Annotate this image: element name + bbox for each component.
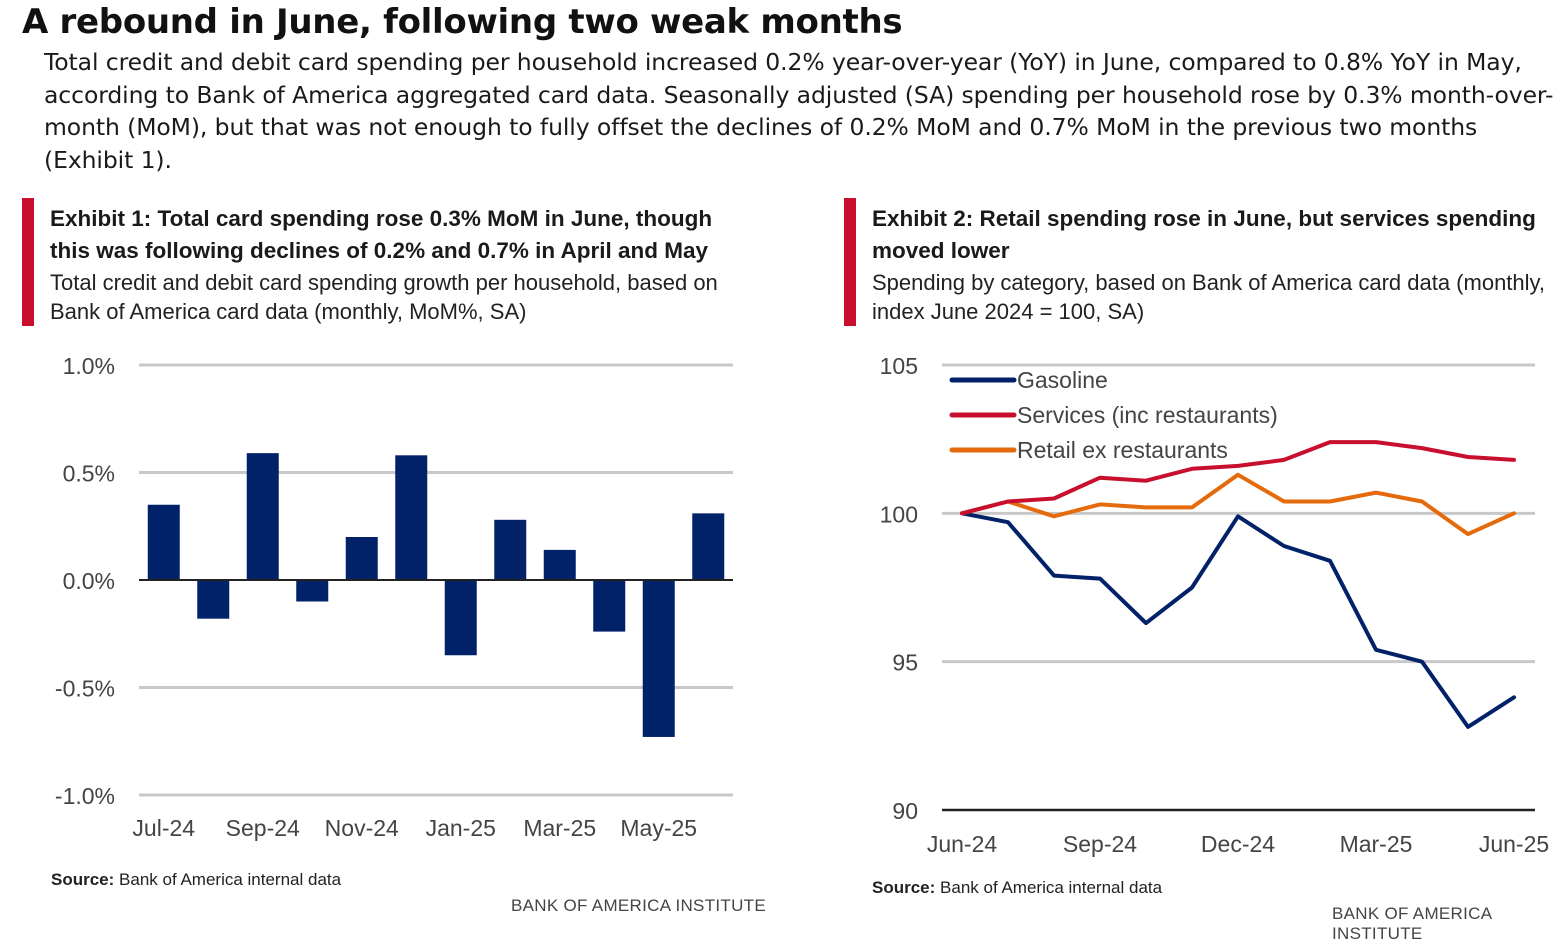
bar <box>444 580 477 656</box>
bar <box>692 513 725 580</box>
x-tick-label: Mar-25 <box>1340 831 1413 857</box>
y-tick-label: 90 <box>892 798 918 824</box>
x-tick-label: Jan-25 <box>426 815 496 841</box>
legend-label: Services (inc restaurants) <box>1017 402 1278 428</box>
exhibit-2-brand: BANK OF AMERICA INSTITUTE <box>1332 904 1492 943</box>
series-line-services-inc-restaurants <box>960 440 1516 516</box>
source-text: Bank of America internal data <box>935 878 1163 897</box>
y-tick-label: 95 <box>892 650 918 676</box>
bar <box>345 537 378 580</box>
bar <box>593 580 626 632</box>
exhibit-1-bar-chart: 1.0% 0.5% 0.0% -0.5% -1.0% Jul-24 Sep-24 Nov-24… <box>55 353 733 841</box>
bar <box>197 580 230 619</box>
y-tick-label: 100 <box>880 501 918 527</box>
bar <box>246 453 279 580</box>
series-line-gasoline <box>960 511 1516 729</box>
x-tick-label: Nov-24 <box>325 815 399 841</box>
x-tick-label: Jun-24 <box>927 831 998 857</box>
y-tick-label: 0.5% <box>63 461 115 487</box>
bar <box>642 580 675 737</box>
exhibit-2-title: Exhibit 2: Retail spending rose in June,… <box>872 206 1536 263</box>
x-tick-label: May-25 <box>620 815 697 841</box>
bar <box>147 504 180 580</box>
source-label: Source: <box>872 878 936 897</box>
source-label: Source: <box>51 870 115 889</box>
exhibit-1-subtitle: Total credit and debit card spending gro… <box>50 270 718 324</box>
x-tick-label: Sep-24 <box>1063 831 1137 857</box>
exhibit-2-accent-bar <box>844 198 856 326</box>
y-tick-label: -1.0% <box>55 783 115 809</box>
x-tick-label: Dec-24 <box>1201 831 1275 857</box>
bar <box>494 519 527 580</box>
source-text: Bank of America internal data <box>114 870 342 889</box>
x-tick-label: Sep-24 <box>226 815 300 841</box>
bar <box>296 580 329 602</box>
exhibit-2-line-chart: 105 100 95 90 Jun-24 Sep-24 Dec-24 Mar-25 Jun-25… <box>880 353 1550 857</box>
bar <box>543 549 576 580</box>
exhibit-1-brand: BANK OF AMERICA INSTITUTE <box>511 896 766 915</box>
exhibit-1-accent-bar <box>22 198 34 326</box>
legend-label: Retail ex restaurants <box>1017 437 1228 463</box>
intro-paragraph: Total credit and debit card spending per… <box>44 48 1554 174</box>
x-tick-label: Mar-25 <box>523 815 596 841</box>
exhibit-1-title: Exhibit 1: Total card spending rose 0.3%… <box>50 206 713 263</box>
x-tick-label: Jun-25 <box>1479 831 1549 857</box>
exhibit-1-source: Source: Bank of America internal data <box>51 870 341 890</box>
y-tick-label: 0.0% <box>63 568 115 594</box>
page-title: A rebound in June, following two weak mo… <box>22 2 903 42</box>
y-tick-label: 105 <box>880 353 918 379</box>
y-tick-label: -0.5% <box>55 676 115 702</box>
legend-label: Gasoline <box>1017 367 1108 393</box>
bar <box>395 455 428 580</box>
exhibit-2-source: Source: Bank of America internal data <box>872 878 1162 898</box>
x-tick-label: Jul-24 <box>132 815 195 841</box>
exhibit-2-subtitle: Spending by category, based on Bank of A… <box>872 270 1546 324</box>
y-tick-label: 1.0% <box>63 353 115 379</box>
series-line-retail-ex-restaurants <box>960 472 1516 537</box>
